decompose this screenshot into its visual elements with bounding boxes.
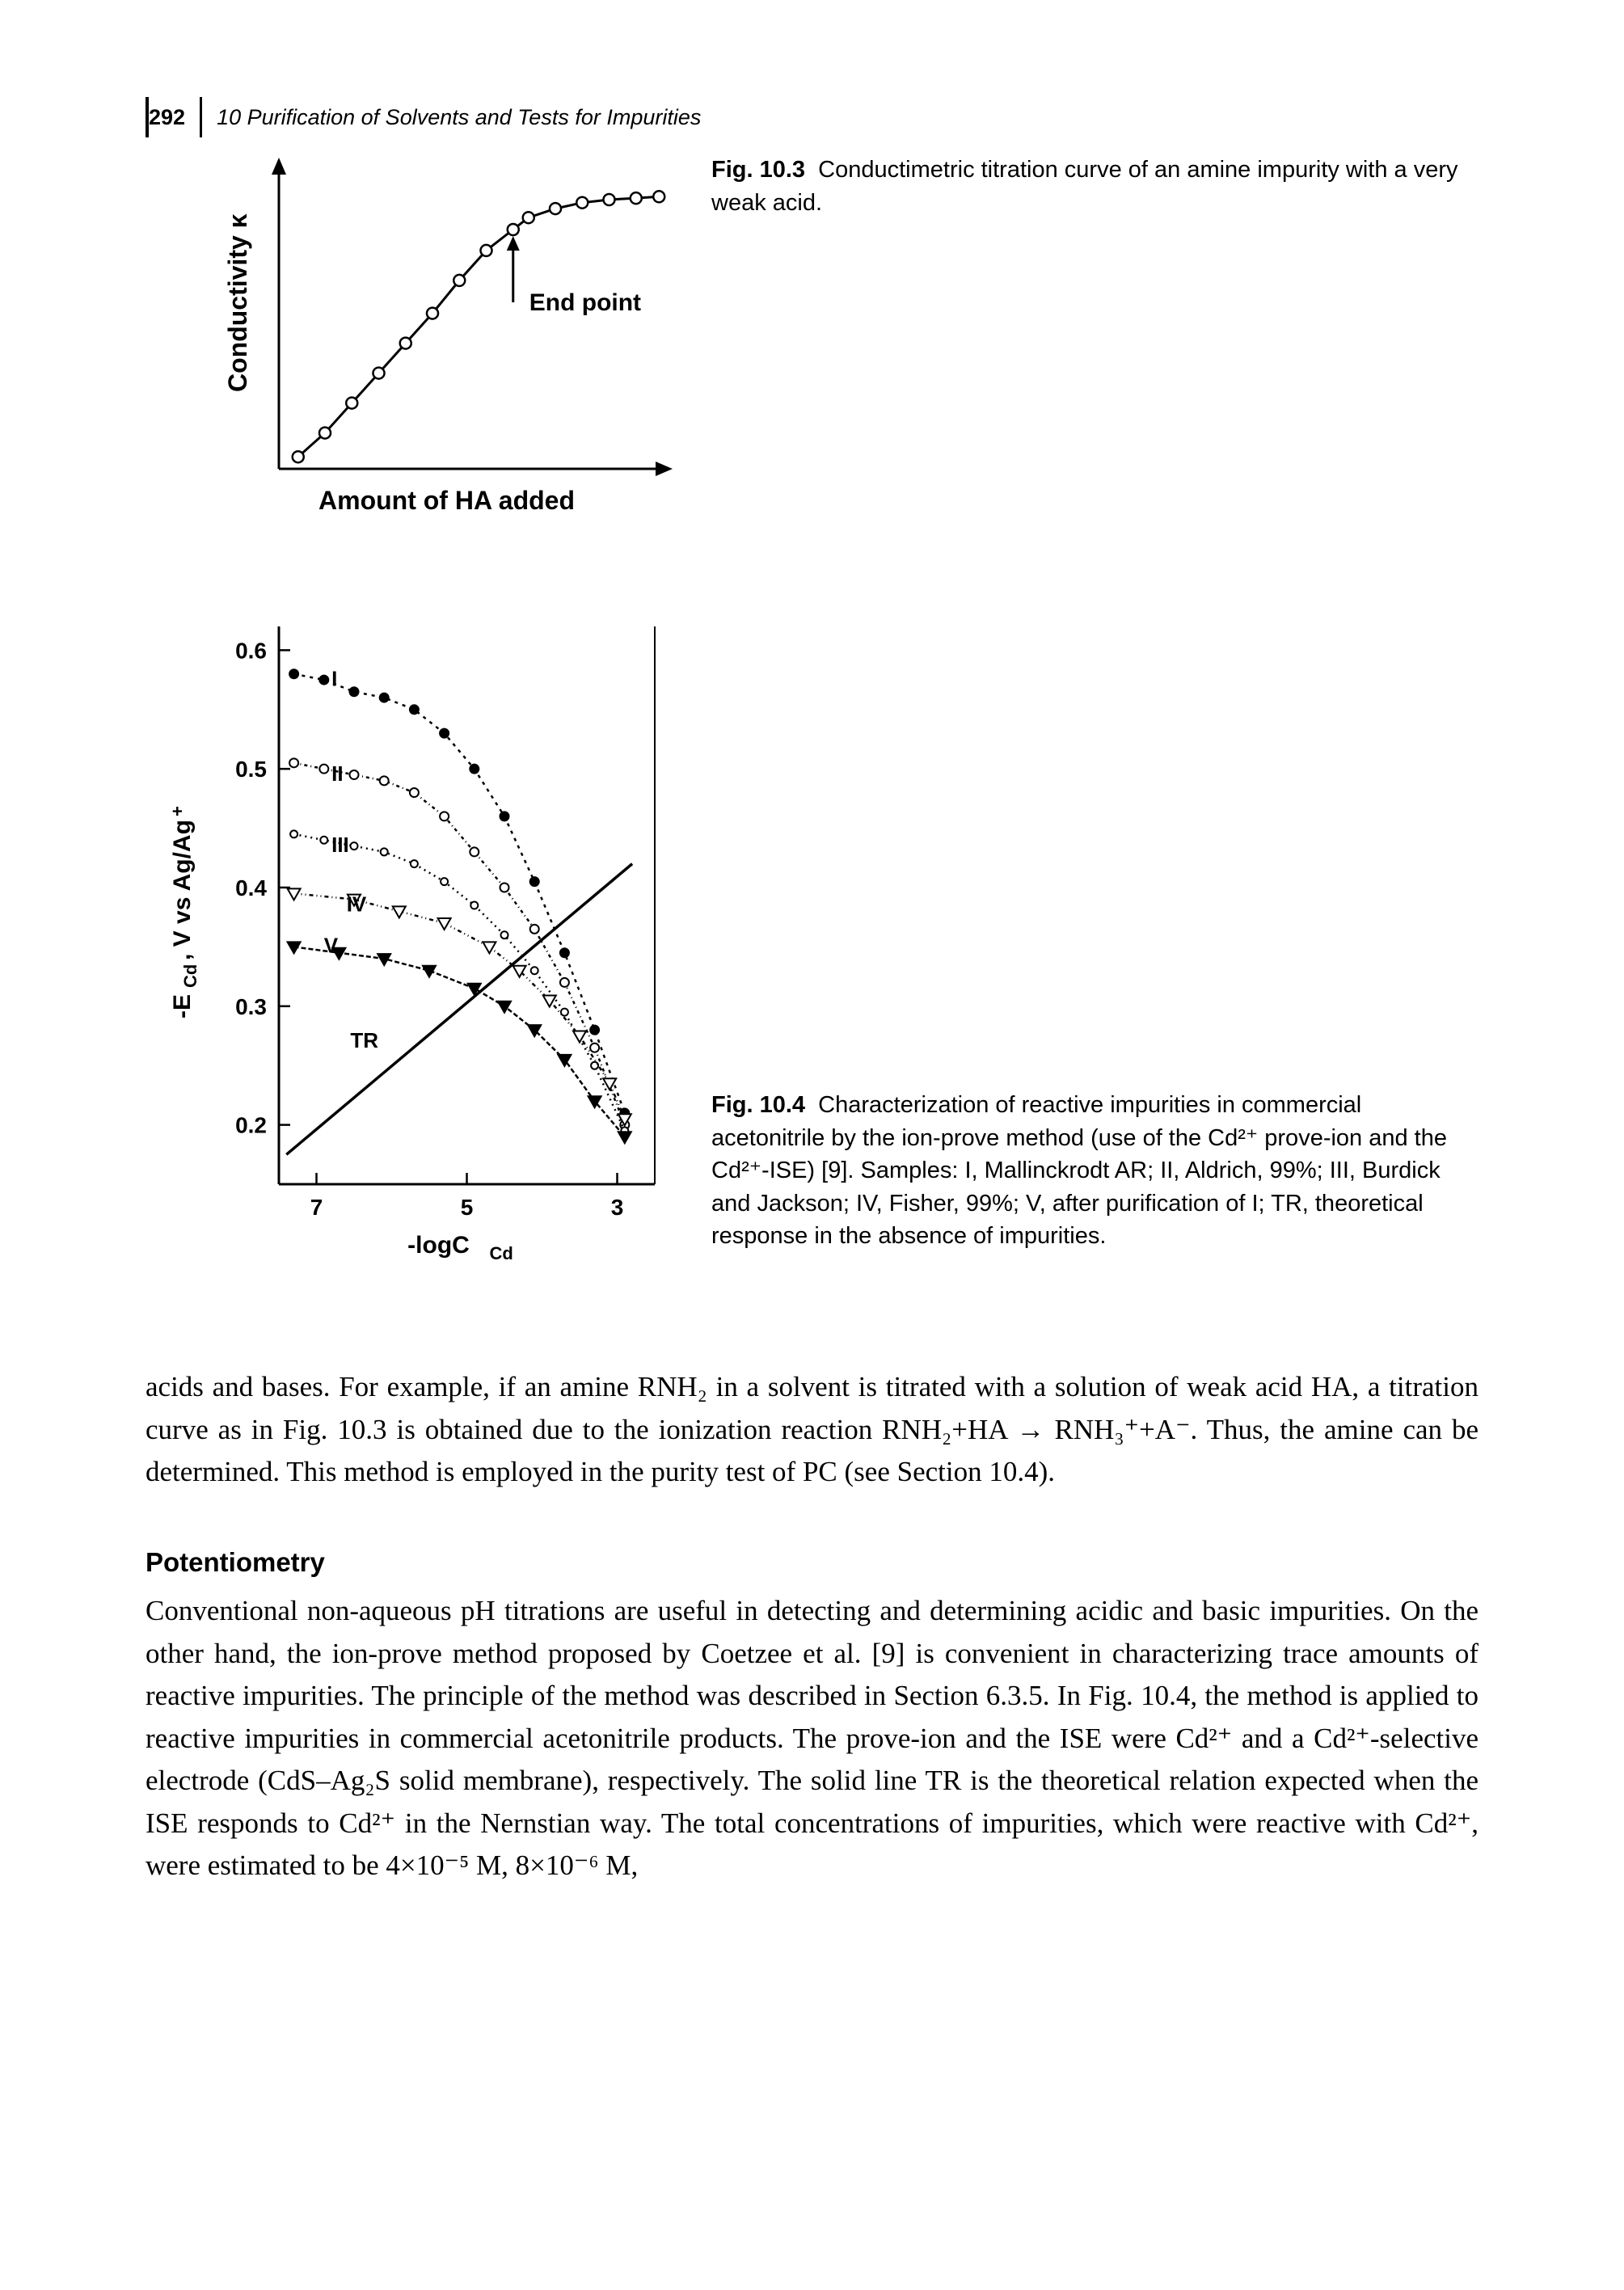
svg-text:IV: IV (347, 892, 367, 916)
svg-text:Amount of HA added: Amount of HA added (318, 486, 575, 515)
svg-text:7: 7 (310, 1195, 323, 1220)
svg-text:0.2: 0.2 (235, 1113, 267, 1138)
svg-text:0.3: 0.3 (235, 994, 267, 1019)
paragraph-2: Conventional non-aqueous pH titrations a… (146, 1590, 1478, 1887)
figure-10-3-block: End point Conductivity κ Amount of HA adde… (146, 154, 1478, 554)
figure-10-3-chart: End point Conductivity κ Amount of HA adde… (146, 154, 679, 550)
svg-text:0.5: 0.5 (235, 757, 267, 782)
page-number: 292 (149, 97, 202, 137)
figure-label: Fig. 10.4 (711, 1092, 805, 1118)
svg-text:Cd: Cd (180, 964, 200, 988)
chapter-title: 10 Purification of Solvents and Tests fo… (202, 97, 701, 137)
section-heading: Potentiometry (146, 1542, 1478, 1583)
svg-text:TR: TR (350, 1028, 378, 1052)
svg-text:III: III (331, 833, 349, 857)
body-text: acids and bases. For example, if an amin… (146, 1366, 1478, 1887)
figure-10-4-caption: Fig. 10.4 Characterization of reactive i… (711, 602, 1478, 1269)
paragraph-1: acids and bases. For example, if an amin… (146, 1366, 1478, 1494)
figure-caption-text: Characterization of reactive impurities … (711, 1092, 1447, 1249)
svg-text:II: II (331, 761, 343, 786)
figure-10-4-chart: 0.20.30.40.50.6753IIIIIIIVVTR-ECd, V vs … (146, 602, 679, 1265)
svg-text:3: 3 (611, 1195, 624, 1220)
svg-text:V: V (324, 934, 339, 958)
svg-text:, V vs Ag/Ag: , V vs Ag/Ag (169, 820, 196, 960)
svg-text:Conductivity κ: Conductivity κ (223, 213, 252, 392)
svg-text:-E: -E (169, 994, 196, 1018)
svg-text:-logC: -logC (407, 1232, 470, 1259)
figure-10-4-block: 0.20.30.40.50.6753IIIIIIIVVTR-ECd, V vs … (146, 602, 1478, 1269)
figure-label: Fig. 10.3 (711, 157, 805, 183)
svg-text:0.4: 0.4 (235, 875, 267, 900)
svg-text:End point: End point (529, 289, 641, 316)
svg-text:0.6: 0.6 (235, 638, 267, 663)
running-header: 292 10 Purification of Solvents and Test… (146, 97, 1478, 137)
figure-10-3-caption: Fig. 10.3 Conductimetric titration curve… (711, 154, 1478, 554)
svg-text:I: I (331, 666, 337, 690)
figure-caption-text: Conductimetric titration curve of an ami… (711, 157, 1458, 216)
svg-text:+: + (167, 806, 188, 816)
svg-text:5: 5 (461, 1195, 474, 1220)
svg-text:Cd: Cd (490, 1243, 513, 1263)
